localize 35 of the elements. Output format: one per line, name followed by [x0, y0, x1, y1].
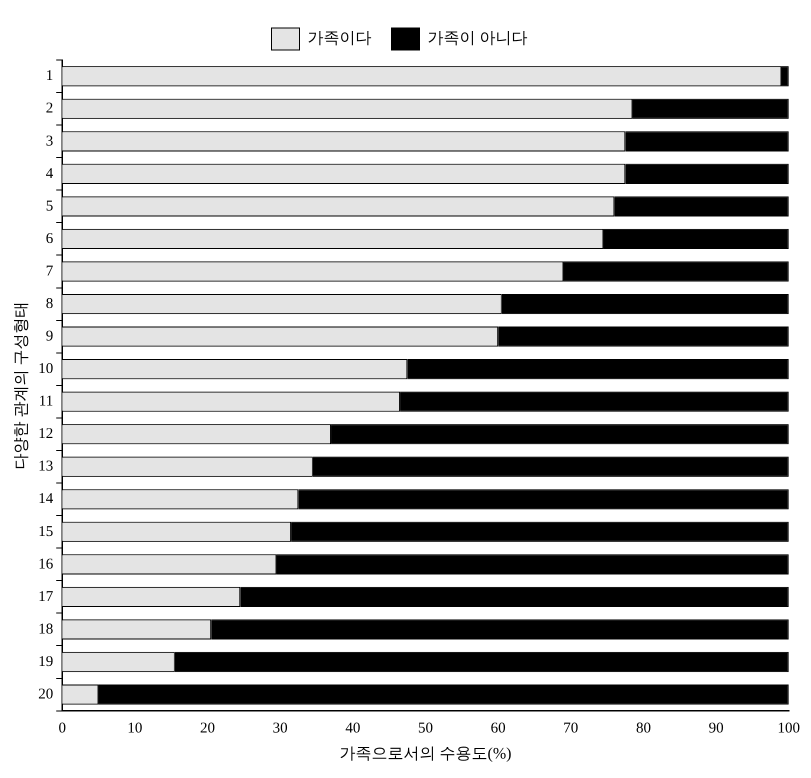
x-tick-label: 60 [490, 720, 506, 737]
x-tick-label: 0 [58, 720, 66, 737]
x-tick-label: 20 [200, 720, 216, 737]
y-tick-label: 16 [38, 556, 54, 572]
y-tick-label: 13 [38, 458, 54, 475]
x-tick-label: 50 [418, 720, 433, 737]
y-tick-label: 9 [46, 328, 54, 345]
y-tick-label: 15 [38, 524, 54, 540]
y-tick-label: 1 [46, 68, 54, 84]
y-tick-label: 20 [38, 686, 54, 702]
x-axis-title: 가족으로서의 수용도(%) [339, 746, 512, 763]
x-tick-label: 80 [636, 720, 651, 737]
y-tick-label: 4 [46, 166, 54, 182]
x-tick-label: 90 [708, 720, 724, 737]
y-tick-label: 12 [38, 426, 54, 442]
y-tick-label: 17 [38, 588, 54, 605]
y-axis-title: 다양한 관계의 구성형태 [12, 301, 30, 470]
y-tick-label: 10 [38, 361, 54, 378]
x-tick-label: 70 [563, 720, 578, 737]
y-tick-label: 11 [38, 394, 54, 410]
legend-label: 가족이다 [308, 30, 372, 48]
y-tick-label: 3 [46, 133, 54, 150]
y-tick-label: 18 [38, 621, 54, 638]
x-tick-label: 10 [127, 720, 142, 737]
y-tick-label: 19 [38, 654, 54, 670]
y-tick-label: 2 [46, 100, 54, 117]
y-tick-label: 6 [46, 230, 54, 247]
x-tick-label: 100 [778, 720, 800, 737]
x-tick-label: 40 [345, 720, 360, 737]
y-tick-label: 7 [46, 263, 54, 280]
y-tick-label: 14 [38, 491, 54, 508]
legend-label: 가족이 아니다 [428, 30, 528, 48]
y-tick-label: 5 [46, 198, 54, 214]
x-tick-label: 30 [272, 720, 288, 737]
y-tick-label: 8 [46, 296, 54, 312]
